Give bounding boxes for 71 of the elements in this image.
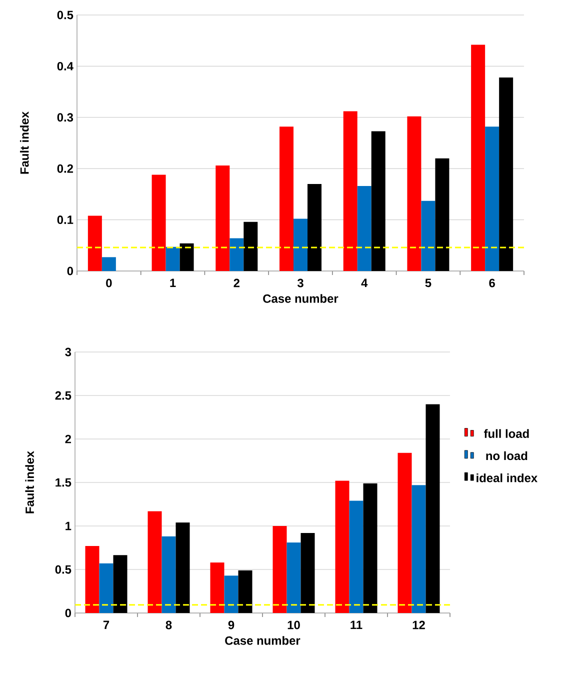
bar bbox=[113, 555, 128, 613]
bar bbox=[88, 216, 102, 271]
bar bbox=[148, 511, 162, 613]
bar bbox=[307, 184, 322, 271]
y-tick-label: 1 bbox=[66, 522, 72, 530]
bar bbox=[230, 238, 244, 271]
bar bbox=[279, 126, 294, 271]
x-axis-title: Case number bbox=[263, 294, 338, 303]
y-tick-label: 0.4 bbox=[57, 62, 74, 70]
bar bbox=[244, 222, 258, 271]
x-tick-label: 10 bbox=[288, 620, 300, 630]
y-tick-label: 3 bbox=[65, 348, 72, 356]
x-tick-label: 9 bbox=[228, 620, 234, 630]
bar bbox=[293, 218, 308, 271]
bar bbox=[435, 158, 450, 271]
y-tick-label: 2 bbox=[65, 434, 72, 444]
y-axis-title: Fault index bbox=[20, 112, 29, 174]
bar bbox=[216, 166, 230, 271]
x-tick-label: 12 bbox=[412, 620, 425, 630]
legend-label: full load bbox=[484, 429, 529, 438]
legend-label: ideal index bbox=[476, 473, 538, 482]
bar bbox=[485, 126, 500, 271]
bar bbox=[102, 257, 116, 271]
bar bbox=[357, 186, 372, 271]
bar bbox=[85, 546, 100, 613]
bar bbox=[210, 562, 224, 613]
x-tick-label: 5 bbox=[425, 278, 432, 288]
bar bbox=[471, 44, 486, 271]
y-axis-title: Fault index bbox=[25, 451, 34, 514]
x-tick-label: 3 bbox=[297, 278, 304, 288]
bar bbox=[238, 570, 252, 613]
bar bbox=[166, 246, 180, 271]
bar bbox=[300, 532, 315, 613]
bar bbox=[499, 77, 514, 271]
x-axis-title: Case number bbox=[225, 636, 300, 645]
bar bbox=[162, 536, 176, 613]
y-tick-label: 0.1 bbox=[57, 216, 74, 224]
bar bbox=[180, 243, 194, 271]
bar bbox=[272, 526, 287, 613]
bar bbox=[152, 174, 166, 271]
bar bbox=[224, 576, 238, 613]
y-tick-label: 0.5 bbox=[57, 10, 74, 20]
x-tick-label: 7 bbox=[103, 620, 110, 629]
y-tick-label: 0 bbox=[65, 608, 71, 618]
x-tick-label: 4 bbox=[361, 278, 368, 287]
bar bbox=[286, 542, 301, 613]
bar bbox=[398, 452, 412, 613]
bar bbox=[176, 522, 190, 613]
y-tick-label: 1.5 bbox=[56, 478, 72, 487]
x-tick-label: 2 bbox=[234, 278, 240, 288]
bar bbox=[363, 483, 378, 613]
x-tick-label: 8 bbox=[166, 620, 172, 630]
y-tick-label: 0.3 bbox=[57, 113, 74, 122]
y-tick-label: 0 bbox=[67, 266, 73, 276]
y-tick-label: 0.2 bbox=[57, 164, 74, 173]
bar bbox=[335, 480, 350, 613]
bar bbox=[343, 111, 358, 271]
x-tick-label: 6 bbox=[489, 278, 495, 288]
bar bbox=[421, 200, 436, 271]
bar bbox=[407, 116, 422, 271]
y-tick-label: 2.5 bbox=[55, 391, 72, 400]
x-tick-label: 1 bbox=[170, 278, 176, 287]
bar bbox=[99, 563, 114, 613]
y-tick-label: 0.5 bbox=[55, 565, 72, 574]
x-tick-label: 0 bbox=[106, 278, 112, 288]
x-tick-label: 11 bbox=[350, 620, 362, 629]
bar bbox=[426, 404, 440, 613]
legend-label: no load bbox=[486, 451, 528, 460]
bar bbox=[371, 131, 386, 271]
bar bbox=[412, 485, 426, 613]
bar bbox=[349, 500, 364, 613]
